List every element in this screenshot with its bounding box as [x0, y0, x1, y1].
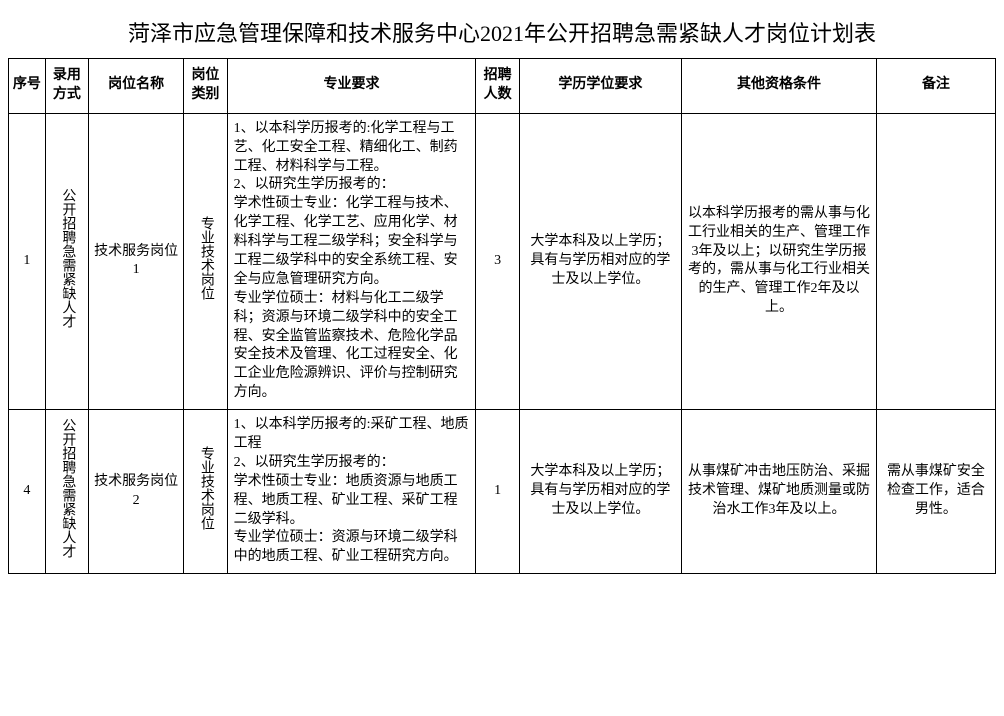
category-cell: 专业技术岗位	[184, 410, 227, 574]
method-text: 公开招聘急需紧缺人才	[57, 418, 76, 558]
requirement-cell: 1、以本科学历报考的:采矿工程、地质工程2、以研究生学历报考的：学术性硕士专业：…	[227, 410, 476, 574]
table-body: 1 公开招聘急需紧缺人才 技术服务岗位1 专业技术岗位 1、以本科学历报考的:化…	[9, 113, 996, 573]
seq-cell: 1	[9, 113, 46, 409]
table-row: 1 公开招聘急需紧缺人才 技术服务岗位1 专业技术岗位 1、以本科学历报考的:化…	[9, 113, 996, 409]
plan-table: 序号 录用方式 岗位名称 岗位类别 专业要求 招聘人数 学历学位要求 其他资格条…	[8, 58, 996, 574]
number-cell: 1	[476, 410, 519, 574]
col-other-header: 其他资格条件	[682, 59, 877, 114]
seq-cell: 4	[9, 410, 46, 574]
col-seq-header: 序号	[9, 59, 46, 114]
method-cell: 公开招聘急需紧缺人才	[45, 113, 88, 409]
category-text: 专业技术岗位	[196, 446, 215, 530]
post-cell: 技术服务岗位1	[89, 113, 184, 409]
method-text: 公开招聘急需紧缺人才	[57, 188, 76, 328]
method-cell: 公开招聘急需紧缺人才	[45, 410, 88, 574]
page-title: 菏泽市应急管理保障和技术服务中心2021年公开招聘急需紧缺人才岗位计划表	[8, 8, 996, 58]
category-cell: 专业技术岗位	[184, 113, 227, 409]
requirement-cell: 1、以本科学历报考的:化学工程与工艺、化工安全工程、精细化工、制药工程、材料科学…	[227, 113, 476, 409]
category-text: 专业技术岗位	[196, 216, 215, 300]
col-post-header: 岗位名称	[89, 59, 184, 114]
table-header-row: 序号 录用方式 岗位名称 岗位类别 专业要求 招聘人数 学历学位要求 其他资格条…	[9, 59, 996, 114]
col-requirement-header: 专业要求	[227, 59, 476, 114]
col-education-header: 学历学位要求	[519, 59, 681, 114]
col-method-header: 录用方式	[45, 59, 88, 114]
note-cell	[876, 113, 995, 409]
education-cell: 大学本科及以上学历；具有与学历相对应的学士及以上学位。	[519, 113, 681, 409]
other-cell: 以本科学历报考的需从事与化工行业相关的生产、管理工作3年及以上；以研究生学历报考…	[682, 113, 877, 409]
col-note-header: 备注	[876, 59, 995, 114]
col-number-header: 招聘人数	[476, 59, 519, 114]
table-row: 4 公开招聘急需紧缺人才 技术服务岗位2 专业技术岗位 1、以本科学历报考的:采…	[9, 410, 996, 574]
col-category-header: 岗位类别	[184, 59, 227, 114]
post-cell: 技术服务岗位2	[89, 410, 184, 574]
number-cell: 3	[476, 113, 519, 409]
other-cell: 从事煤矿冲击地压防治、采掘技术管理、煤矿地质测量或防治水工作3年及以上。	[682, 410, 877, 574]
education-cell: 大学本科及以上学历；具有与学历相对应的学士及以上学位。	[519, 410, 681, 574]
note-cell: 需从事煤矿安全检查工作，适合男性。	[876, 410, 995, 574]
